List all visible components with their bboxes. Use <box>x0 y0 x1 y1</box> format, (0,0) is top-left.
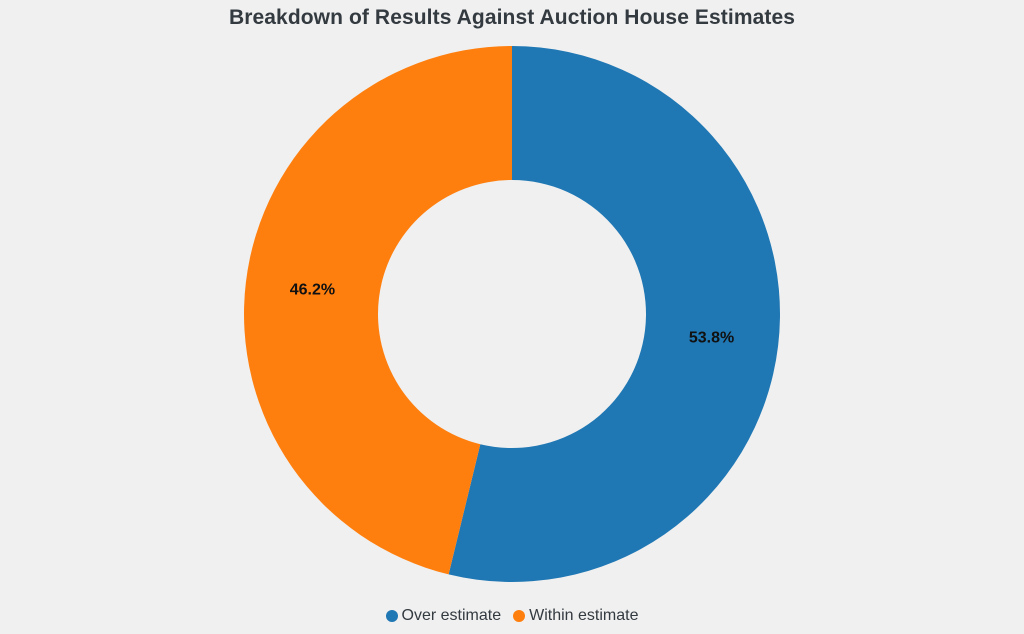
slice-within-estimate[interactable] <box>244 46 512 575</box>
slice-over-estimate[interactable] <box>448 46 781 582</box>
legend-label-within-estimate: Within estimate <box>529 607 639 624</box>
data-label-over-estimate: 53.8% <box>689 329 734 346</box>
chart-title: Breakdown of Results Against Auction Hou… <box>228 6 796 29</box>
legend-swatch-within-estimate <box>513 610 526 622</box>
legend-item-within-estimate[interactable]: Within estimate <box>513 607 638 625</box>
legend-item-over-estimate[interactable]: Over estimate <box>385 607 502 625</box>
legend-swatch-over-estimate <box>385 610 398 622</box>
data-label-within-estimate: 46.2% <box>290 282 335 299</box>
legend: Over estimate Within estimate <box>0 607 1024 625</box>
legend-label-over-estimate: Over estimate <box>401 607 502 624</box>
